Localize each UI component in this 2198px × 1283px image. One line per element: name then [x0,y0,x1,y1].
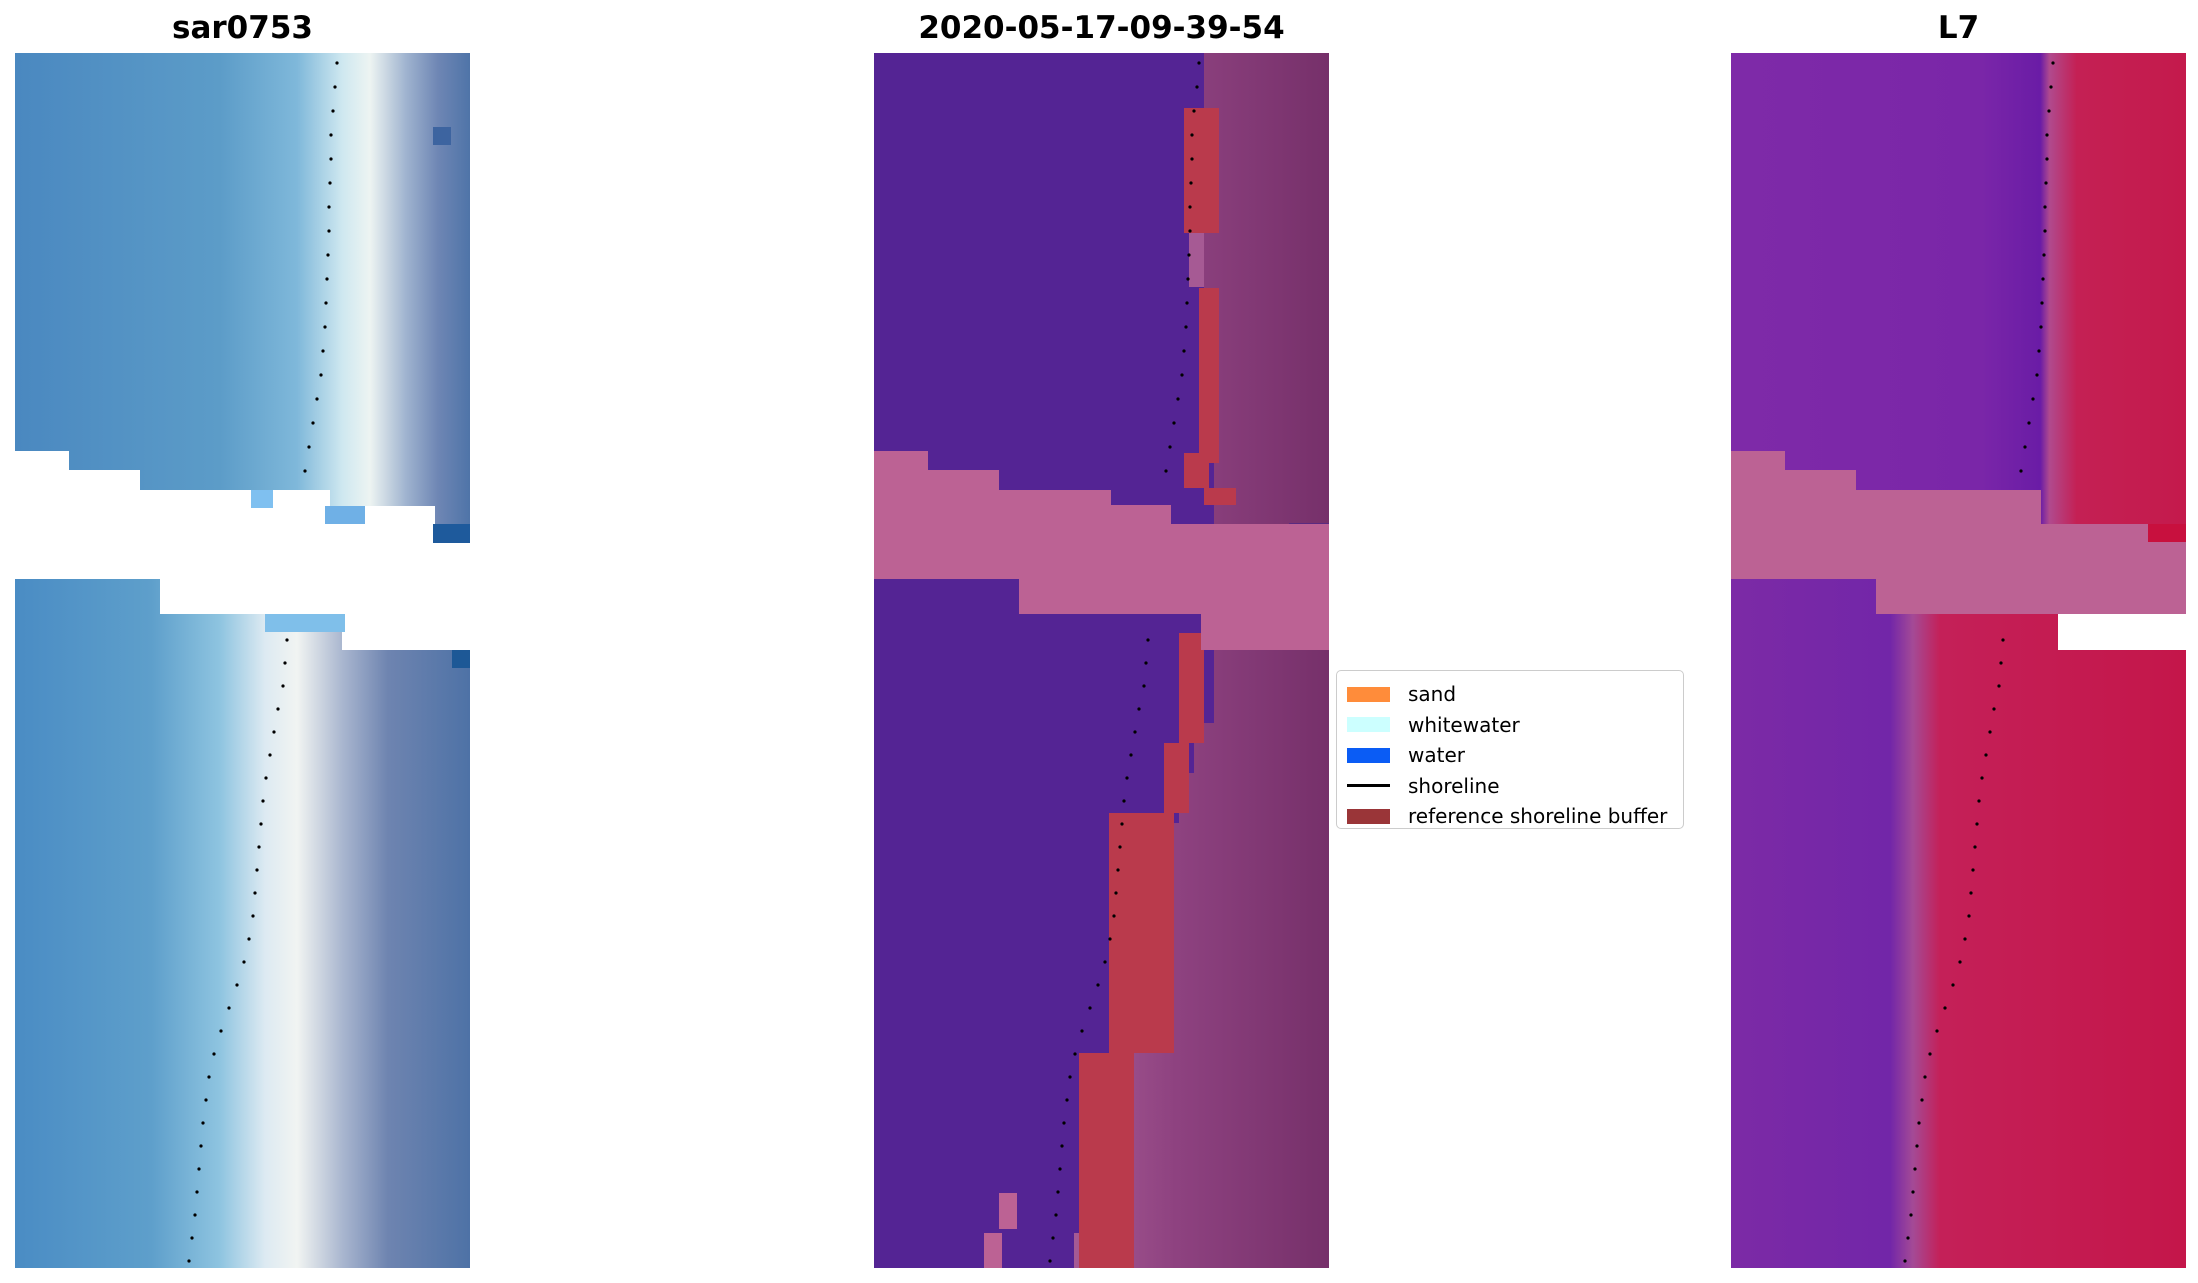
legend: sand whitewater water shoreline referenc… [1336,670,1684,829]
rgb-image-panel [15,53,470,1268]
legend-label-whitewater: whitewater [1408,712,1520,737]
legend-item-shoreline: shoreline [1347,771,1673,802]
index-panel-title: L7 [1937,10,1980,46]
rgb-panel-title: sar0753 [172,10,313,46]
legend-label-reference-buffer: reference shoreline buffer [1408,804,1668,829]
index-image [1731,53,2186,1268]
legend-label-shoreline: shoreline [1408,773,1500,798]
legend-label-sand: sand [1408,682,1457,707]
reference-buffer-swatch [1347,808,1390,824]
legend-item-reference-buffer: reference shoreline buffer [1347,801,1673,832]
classified-image [874,53,1329,1268]
legend-item-sand: sand [1347,679,1673,710]
rgb-image [15,53,470,1268]
classified-image-panel [874,53,1329,1268]
legend-item-water: water [1347,740,1673,771]
whitewater-swatch [1347,717,1390,733]
legend-label-water: water [1408,743,1465,768]
index-image-panel [1731,53,2186,1268]
water-swatch [1347,747,1390,763]
classified-panel-title: 2020-05-17-09-39-54 [918,10,1285,46]
sand-swatch [1347,686,1390,702]
legend-item-whitewater: whitewater [1347,710,1673,741]
shoreline-line-swatch [1347,784,1390,788]
